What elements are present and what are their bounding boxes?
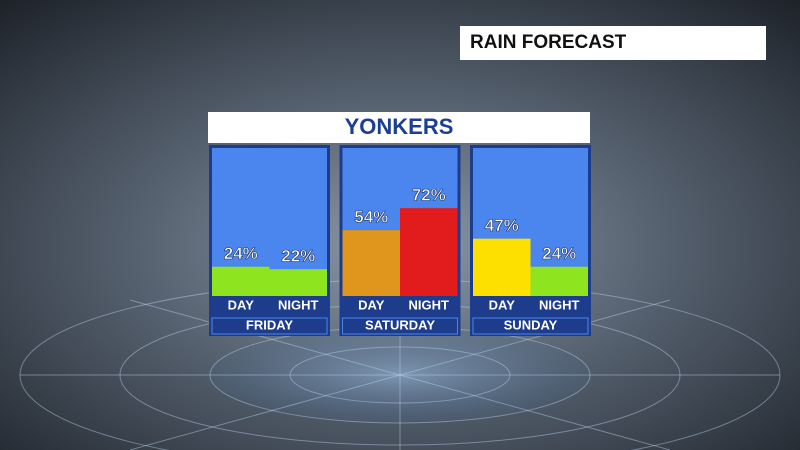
location-box [208,112,590,143]
bar [342,230,400,296]
value-label: 47% [485,216,519,235]
bar [269,269,327,296]
series-label: DAY [228,297,255,312]
bar [530,266,588,296]
location-title: YONKERS [345,114,454,139]
chart-title: RAIN FORECAST [470,32,627,53]
day-row [342,317,458,335]
value-label: 72% [412,186,446,205]
value-label: 24% [224,244,258,263]
radar-graphic [19,279,781,450]
series-label: NIGHT [539,297,580,312]
day-row [472,317,589,335]
series-label: DAY [358,297,385,312]
bar [473,238,531,296]
value-label: 54% [354,208,388,227]
category-label: SUNDAY [504,317,558,332]
series-label: NIGHT [409,297,450,312]
bar [212,266,270,296]
series-label: NIGHT [278,297,319,312]
value-label: 22% [281,247,315,266]
bar [400,208,458,296]
category-label: SATURDAY [365,317,435,332]
category-label: FRIDAY [246,317,294,332]
series-label: DAY [489,297,516,312]
value-label: 24% [542,244,576,263]
day-row [211,317,328,335]
title-box [460,26,766,60]
